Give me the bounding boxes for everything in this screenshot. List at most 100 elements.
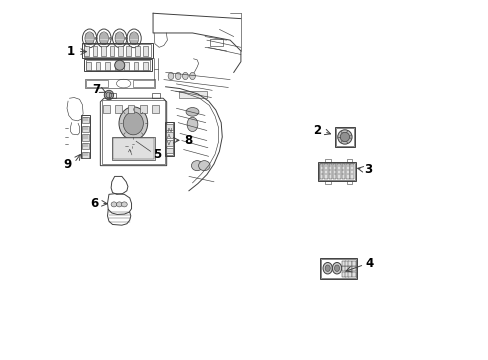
Ellipse shape [182, 72, 188, 80]
Bar [118, 46, 122, 56]
Ellipse shape [115, 60, 124, 70]
Bar [83, 59, 152, 71]
Ellipse shape [323, 262, 332, 274]
Bar [127, 105, 134, 113]
Text: 8: 8 [184, 134, 192, 147]
Bar [345, 266, 348, 271]
Bar [83, 44, 151, 57]
Ellipse shape [189, 72, 195, 80]
Bar [345, 164, 349, 179]
Text: 5: 5 [153, 148, 162, 161]
Bar [348, 261, 352, 266]
Text: 7: 7 [92, 83, 100, 96]
Bar [86, 62, 90, 70]
Ellipse shape [175, 72, 181, 80]
Bar [95, 62, 100, 70]
Bar [346, 181, 351, 184]
Bar [165, 125, 172, 130]
Bar [337, 164, 340, 179]
Bar [124, 62, 129, 70]
Ellipse shape [332, 262, 341, 274]
Bar [349, 164, 353, 179]
Bar [152, 105, 159, 113]
Bar [82, 152, 89, 158]
Bar [165, 140, 172, 146]
Ellipse shape [129, 32, 139, 45]
Ellipse shape [340, 132, 349, 141]
Bar [165, 148, 172, 153]
Bar [334, 127, 354, 147]
Bar [319, 163, 354, 180]
Bar [325, 159, 330, 162]
Bar [319, 258, 357, 279]
Ellipse shape [168, 72, 174, 80]
Bar [346, 159, 351, 162]
Ellipse shape [337, 130, 351, 144]
Bar [109, 93, 116, 98]
Ellipse shape [116, 202, 122, 207]
Bar [328, 164, 331, 179]
Bar [320, 259, 356, 278]
Bar [101, 46, 105, 56]
Bar [348, 272, 352, 277]
Bar [112, 137, 155, 160]
Bar [82, 117, 89, 123]
Bar [82, 134, 89, 140]
Bar [345, 261, 348, 266]
Bar [351, 266, 355, 271]
Text: 2: 2 [313, 124, 321, 137]
Bar [84, 46, 89, 56]
Text: 1: 1 [67, 45, 75, 58]
Bar [85, 79, 155, 88]
Bar [126, 46, 131, 56]
Text: 3: 3 [364, 163, 372, 176]
Bar [341, 164, 345, 179]
Bar [113, 138, 153, 159]
Bar [332, 164, 336, 179]
Bar [341, 261, 346, 266]
Bar [135, 46, 139, 56]
Ellipse shape [125, 37, 127, 40]
Text: 6: 6 [90, 197, 99, 210]
Bar [109, 46, 114, 56]
Ellipse shape [109, 37, 111, 40]
Bar [82, 126, 89, 132]
Bar [319, 164, 323, 179]
Ellipse shape [111, 202, 117, 207]
Bar [102, 100, 164, 164]
Bar [92, 46, 97, 56]
Bar [178, 91, 207, 98]
Ellipse shape [187, 117, 198, 132]
Bar [134, 62, 138, 70]
Bar [132, 80, 154, 87]
Bar [345, 272, 348, 277]
Bar [82, 43, 153, 58]
Bar [351, 261, 355, 266]
Text: N: N [167, 127, 171, 132]
Bar [105, 62, 110, 70]
Ellipse shape [198, 161, 210, 171]
Bar [140, 105, 146, 113]
Bar [317, 162, 355, 181]
Bar [103, 105, 109, 113]
Ellipse shape [95, 37, 97, 40]
Bar [324, 164, 327, 179]
Bar [86, 80, 107, 87]
Bar [85, 60, 150, 70]
Text: A: A [167, 134, 171, 139]
Bar [152, 93, 159, 98]
Text: 9: 9 [63, 158, 71, 171]
Ellipse shape [325, 265, 329, 271]
Ellipse shape [99, 32, 108, 45]
Bar [82, 143, 89, 149]
Ellipse shape [119, 107, 147, 140]
Bar [164, 122, 174, 156]
Bar [81, 116, 90, 158]
Ellipse shape [191, 161, 203, 171]
Bar [143, 46, 148, 56]
Bar [115, 105, 122, 113]
Ellipse shape [185, 108, 199, 116]
Bar [165, 122, 173, 155]
Ellipse shape [123, 112, 143, 135]
Text: 4: 4 [365, 257, 373, 270]
